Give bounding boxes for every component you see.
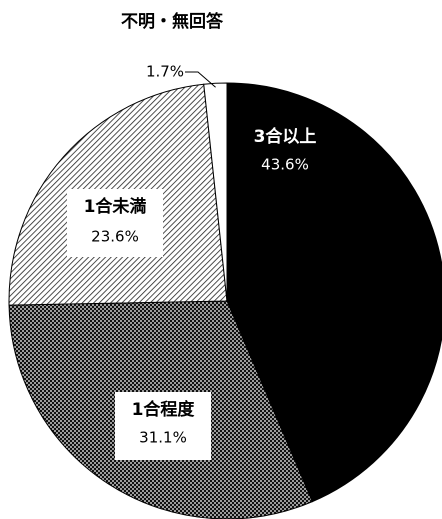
leader-line (185, 71, 216, 88)
slice-name: 不明・無回答 (121, 11, 224, 32)
label-box (67, 189, 163, 257)
pie-slice (226, 82, 442, 503)
pie-slice (203, 82, 228, 302)
slice-value: 1.7% (146, 63, 184, 81)
slice-value: 23.6% (91, 228, 139, 246)
slice-name: 1合程度 (132, 399, 196, 420)
label-box (115, 392, 211, 460)
slice-value: 43.6% (261, 156, 309, 174)
slice-value: 31.1% (139, 429, 187, 447)
slice-name: 3合以上 (254, 126, 317, 147)
slice-name: 1合未満 (84, 196, 147, 217)
